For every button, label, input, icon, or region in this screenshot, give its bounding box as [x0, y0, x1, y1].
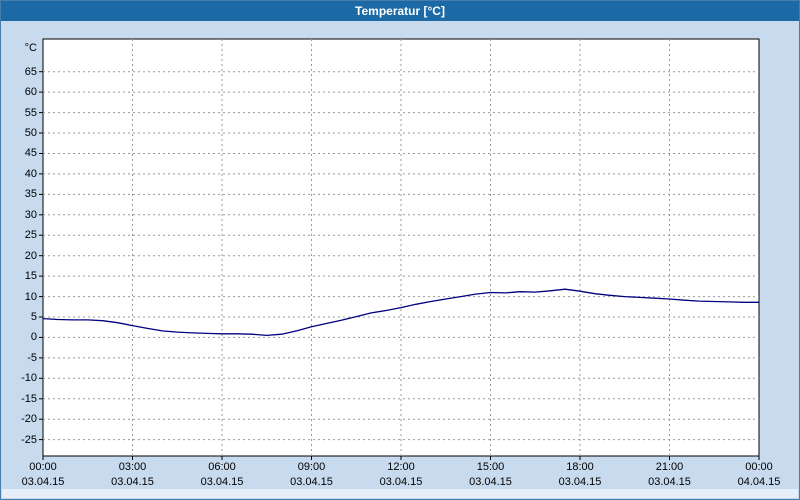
- temperature-series-line: [42, 288, 759, 337]
- footer-strip: [2, 489, 798, 498]
- title-bar: Temperatur [°C]: [1, 1, 799, 21]
- window-title: Temperatur [°C]: [355, 4, 445, 18]
